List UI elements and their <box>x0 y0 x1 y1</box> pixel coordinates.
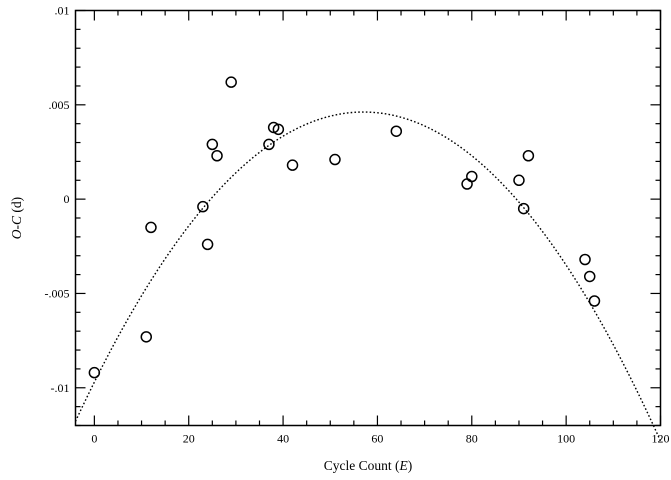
y-tick-label: -.01 <box>51 381 70 395</box>
x-tick-label: 0 <box>91 432 97 446</box>
x-tick-label: 80 <box>466 432 478 446</box>
y-tick-label: -.005 <box>45 286 70 300</box>
tick-labels: 0 20 40 60 80 100 120 -.01 -.005 0 .005 .01 <box>45 4 670 446</box>
data-point <box>140 331 153 343</box>
y-tick-label: .005 <box>49 98 70 112</box>
data-point <box>272 123 285 136</box>
data-point <box>286 159 299 171</box>
data-point <box>145 221 157 234</box>
data-point <box>588 295 601 307</box>
x-tick-label: 20 <box>183 432 195 446</box>
plot-frame <box>74 9 662 427</box>
data-point <box>517 202 530 215</box>
y-tick-label: .01 <box>55 4 70 18</box>
axis-ticks <box>75 9 662 427</box>
x-tick-label: 40 <box>277 432 289 446</box>
y-tick-label: 0 <box>64 192 70 206</box>
data-point <box>579 253 591 266</box>
data-point <box>206 138 219 151</box>
x-axis-title: Cycle Count (E) <box>324 458 413 473</box>
data-point <box>583 270 596 283</box>
data-point <box>263 138 275 151</box>
data-point <box>466 170 478 183</box>
data-point <box>88 366 101 379</box>
y-axis-title: O-C (d) <box>9 197 24 239</box>
x-tick-label: 60 <box>371 432 383 446</box>
data-point <box>522 150 535 162</box>
data-point <box>329 153 341 166</box>
data-point <box>201 238 214 251</box>
data-point <box>225 76 237 88</box>
data-point <box>461 178 473 190</box>
fit-curve <box>74 111 662 442</box>
data-point <box>390 125 403 137</box>
x-tick-label: 100 <box>557 432 575 446</box>
data-point <box>513 174 525 187</box>
data-points <box>88 76 601 379</box>
fit-layer <box>74 111 662 442</box>
data-point <box>197 200 209 213</box>
data-point <box>211 150 223 162</box>
x-tick-label: 120 <box>652 432 670 446</box>
